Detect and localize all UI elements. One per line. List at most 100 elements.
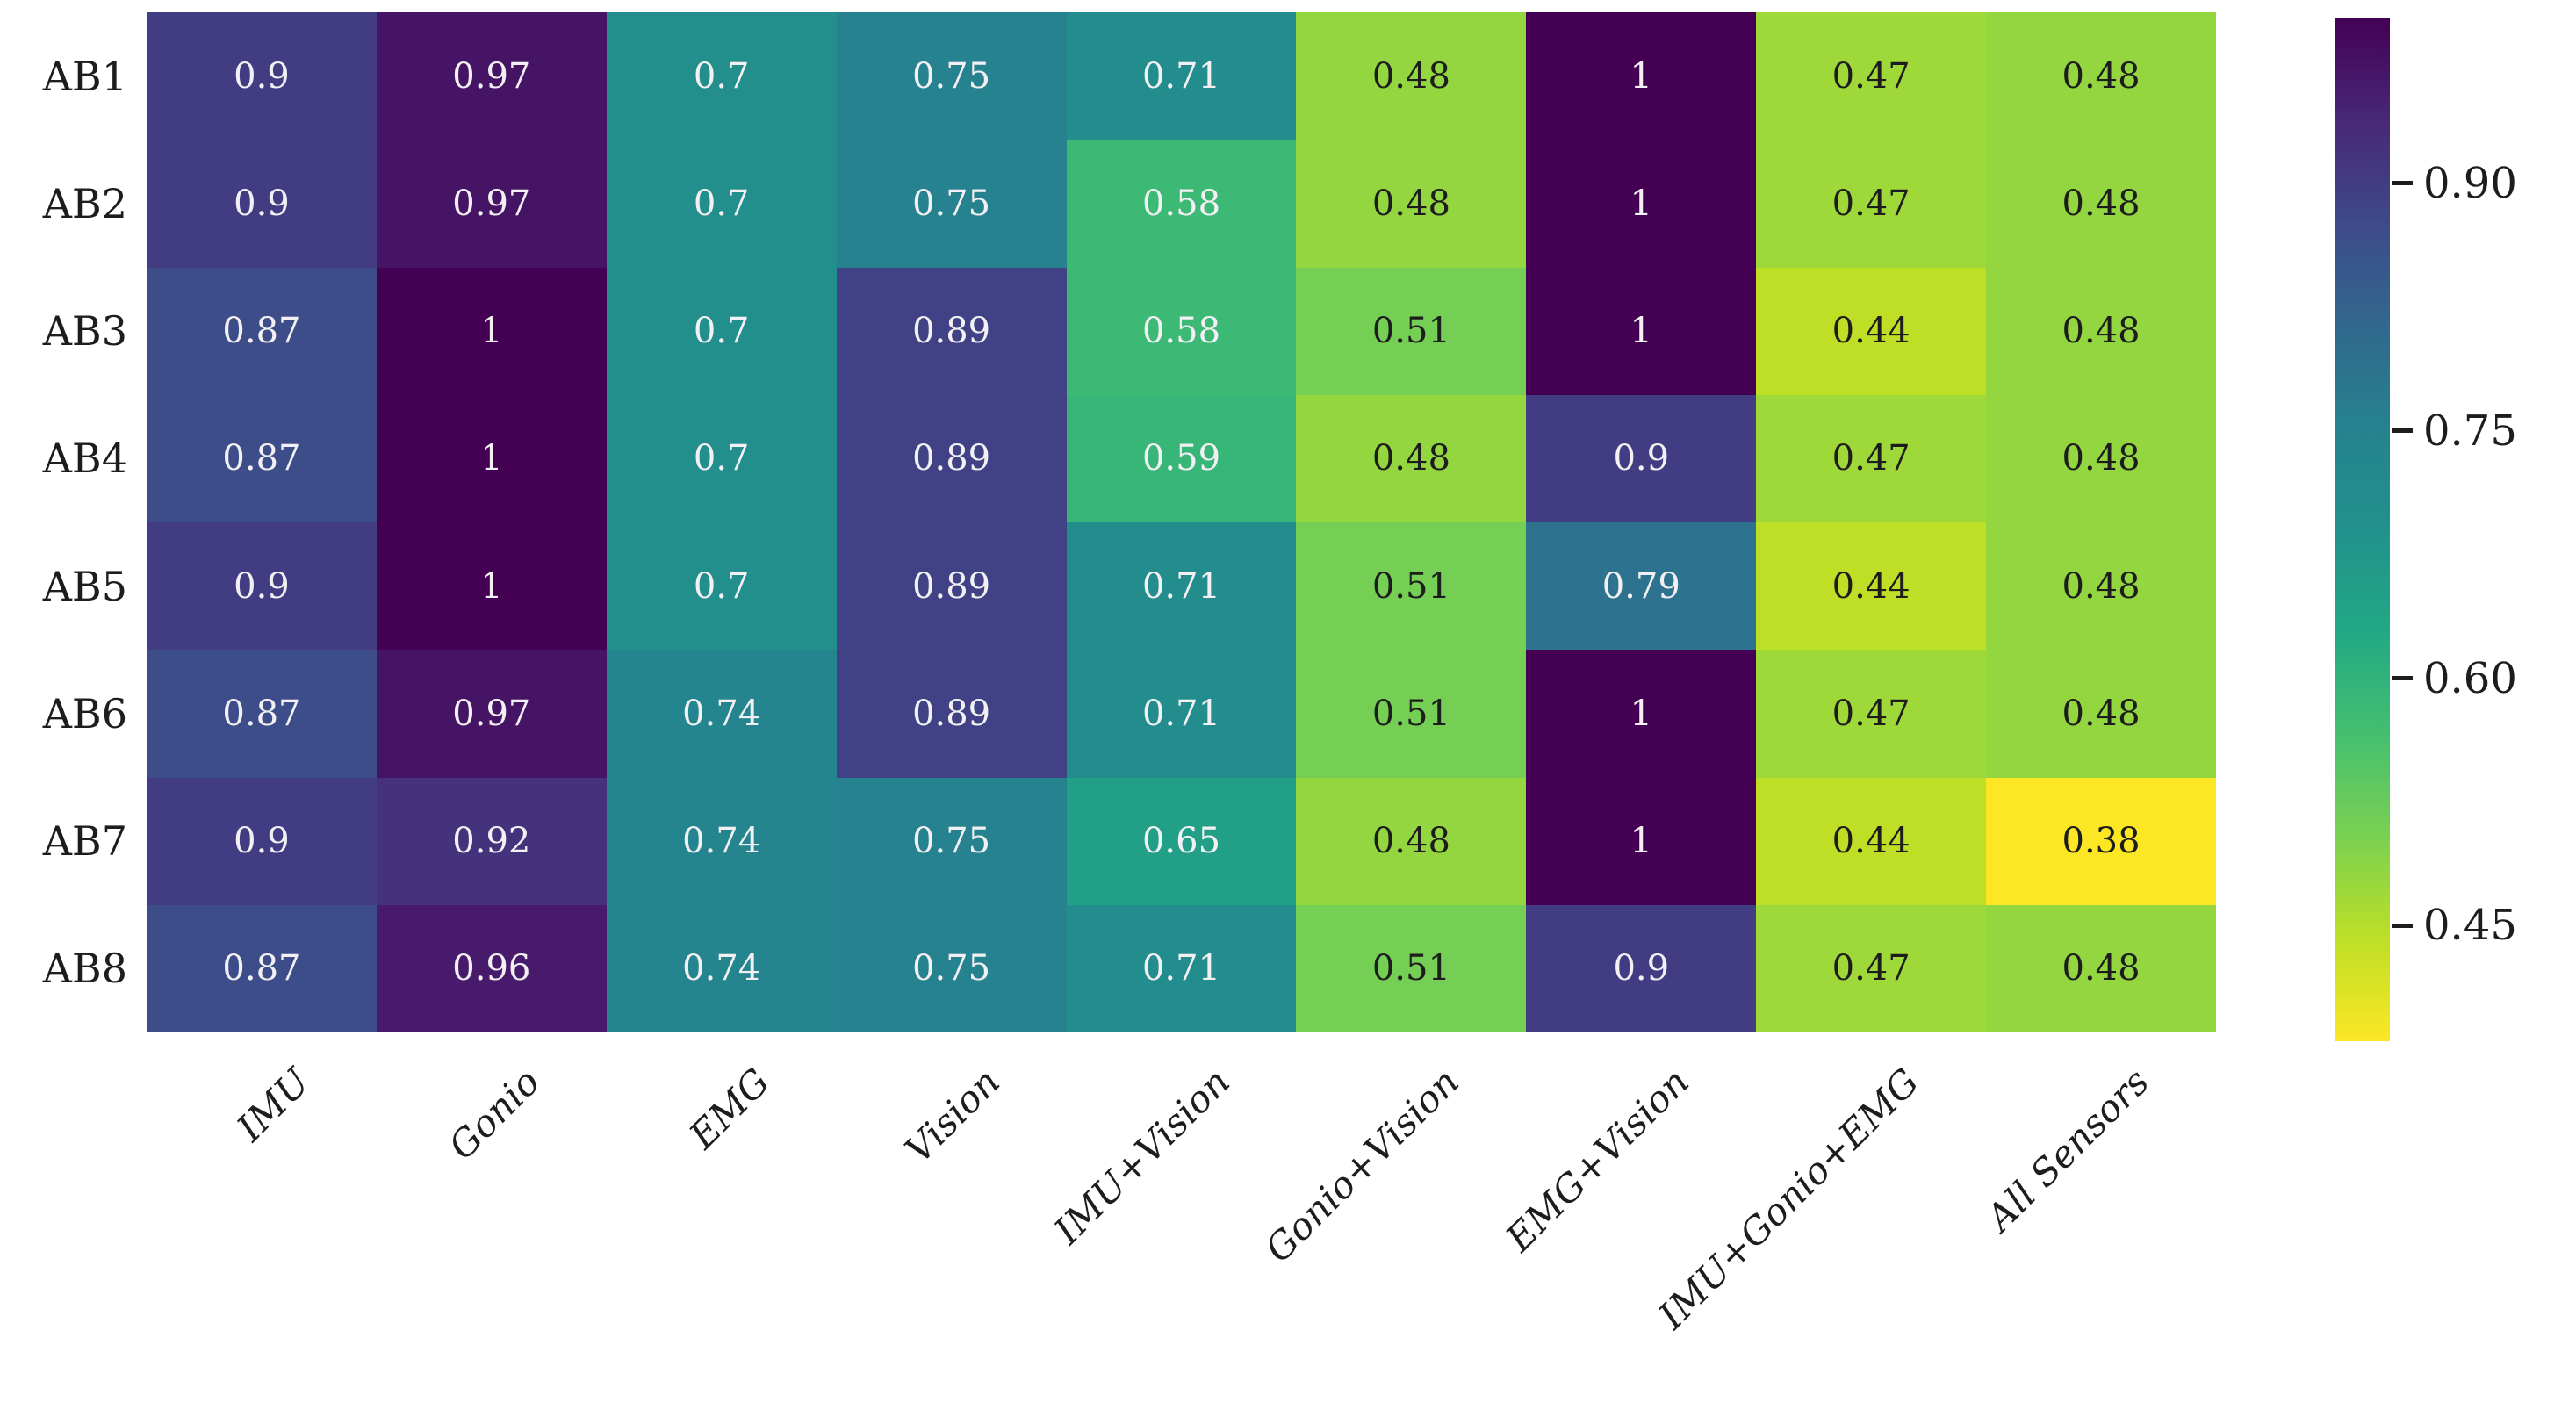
heatmap-cell-AB3-Vision: 0.89 [836, 267, 1067, 395]
cell-value: 0.44 [1831, 565, 1910, 607]
cell-value: 0.7 [693, 438, 750, 479]
heatmap-cell-AB3-All Sensors: 0.48 [1986, 267, 2216, 395]
heatmap-cell-AB1-All Sensors: 0.48 [1986, 12, 2216, 140]
heatmap-cell-AB8-IMU+Vision: 0.71 [1066, 904, 1297, 1032]
y-tick-label-AB5: AB5 [42, 562, 127, 610]
cell-value: 0.97 [452, 55, 531, 97]
heatmap-cell-AB8-Gonio+Vision: 0.51 [1296, 904, 1527, 1032]
cell-value: 0.51 [1371, 693, 1450, 734]
cell-value: 0.48 [2062, 311, 2141, 352]
cell-value: 0.51 [1371, 311, 1450, 352]
y-tick-label-AB7: AB7 [42, 817, 127, 866]
heatmap-cell-AB7-All Sensors: 0.38 [1986, 777, 2216, 905]
cell-value: 0.87 [222, 311, 301, 352]
cell-value: 0.9 [234, 565, 290, 607]
cell-value: 1 [480, 438, 503, 479]
heatmap-cell-AB1-Vision: 0.75 [836, 12, 1067, 140]
cell-value: 0.74 [682, 821, 761, 862]
colorbar-tick-0.75: 0.75 [2392, 406, 2517, 456]
heatmap-cell-AB4-IMU+Gonio+EMG: 0.47 [1756, 394, 1987, 522]
cell-value: 0.71 [1141, 565, 1221, 607]
cell-value: 0.71 [1141, 693, 1221, 734]
cell-value: 0.59 [1141, 438, 1221, 479]
cell-value: 0.9 [234, 821, 290, 862]
heatmap-cell-AB6-EMG+Vision: 1 [1526, 650, 1757, 778]
cell-value: 0.48 [1371, 55, 1450, 97]
cell-value: 0.58 [1141, 183, 1221, 224]
heatmap-cell-AB6-IMU+Vision: 0.71 [1066, 650, 1297, 778]
colorbar-tick-0.90: 0.90 [2392, 158, 2517, 208]
colorbar-tick-mark [2392, 923, 2413, 928]
heatmap-cell-AB2-Gonio+Vision: 0.48 [1296, 140, 1527, 268]
cell-value: 0.9 [234, 183, 290, 224]
cell-value: 0.48 [2062, 948, 2141, 989]
heatmap-cell-AB1-IMU+Gonio+EMG: 0.47 [1756, 12, 1987, 140]
heatmap-cell-AB8-EMG: 0.74 [606, 904, 837, 1032]
cell-value: 0.97 [452, 183, 531, 224]
heatmap-cell-AB6-Vision: 0.89 [836, 650, 1067, 778]
colorbar-tick-value: 0.60 [2423, 653, 2517, 703]
heatmap-cell-AB4-EMG: 0.7 [606, 394, 837, 522]
heatmap-cell-AB4-EMG+Vision: 0.9 [1526, 394, 1757, 522]
heatmap-cell-AB5-IMU: 0.9 [147, 522, 377, 651]
y-tick-label-AB8: AB8 [42, 945, 127, 993]
heatmap-cell-AB3-IMU: 0.87 [147, 267, 377, 395]
heatmap-cell-AB2-EMG: 0.7 [606, 140, 837, 268]
cell-value: 0.7 [693, 311, 750, 352]
cell-value: 0.9 [1613, 438, 1670, 479]
cell-value: 0.89 [912, 693, 991, 734]
cell-value: 0.75 [912, 821, 991, 862]
cell-value: 0.51 [1371, 565, 1450, 607]
cell-value: 0.89 [912, 565, 991, 607]
cell-value: 0.75 [912, 55, 991, 97]
heatmap-cell-AB6-IMU+Gonio+EMG: 0.47 [1756, 650, 1987, 778]
heatmap-cell-AB3-EMG: 0.7 [606, 267, 837, 395]
y-tick-label-AB1: AB1 [42, 52, 127, 100]
heatmap-cell-AB4-IMU+Vision: 0.59 [1066, 394, 1297, 522]
cell-value: 0.47 [1831, 948, 1910, 989]
heatmap-cell-AB1-Gonio+Vision: 0.48 [1296, 12, 1527, 140]
heatmap-cell-AB5-IMU+Gonio+EMG: 0.44 [1756, 522, 1987, 651]
cell-value: 0.89 [912, 438, 991, 479]
cell-value: 1 [480, 565, 503, 607]
cell-value: 1 [1630, 311, 1652, 352]
cell-value: 1 [1630, 693, 1652, 734]
heatmap-cell-AB1-Gonio: 0.97 [376, 12, 607, 140]
cell-value: 0.48 [2062, 55, 2141, 97]
heatmap-cell-AB1-IMU+Vision: 0.71 [1066, 12, 1297, 140]
heatmap-cell-AB7-Gonio+Vision: 0.48 [1296, 777, 1527, 905]
cell-value: 0.58 [1141, 311, 1221, 352]
heatmap-cell-AB5-Gonio+Vision: 0.51 [1296, 522, 1527, 651]
heatmap-cell-AB8-All Sensors: 0.48 [1986, 904, 2216, 1032]
heatmap-cell-AB1-EMG: 0.7 [606, 12, 837, 140]
heatmap-cell-AB4-Vision: 0.89 [836, 394, 1067, 522]
cell-value: 0.71 [1141, 948, 1221, 989]
y-tick-label-AB4: AB4 [42, 435, 127, 483]
cell-value: 0.38 [2062, 821, 2141, 862]
heatmap-cell-AB4-IMU: 0.87 [147, 394, 377, 522]
heatmap-cell-AB6-EMG: 0.74 [606, 650, 837, 778]
heatmap-cell-AB6-Gonio+Vision: 0.51 [1296, 650, 1527, 778]
cell-value: 0.9 [234, 55, 290, 97]
heatmap-cell-AB3-Gonio+Vision: 0.51 [1296, 267, 1527, 395]
heatmap-cell-AB5-EMG+Vision: 0.79 [1526, 522, 1757, 651]
heatmap-cell-AB6-IMU: 0.87 [147, 650, 377, 778]
cell-value: 0.87 [222, 438, 301, 479]
heatmap-cell-AB4-Gonio: 1 [376, 394, 607, 522]
cell-value: 1 [480, 311, 503, 352]
cell-value: 0.89 [912, 311, 991, 352]
heatmap-cell-AB3-IMU+Vision: 0.58 [1066, 267, 1297, 395]
cell-value: 0.7 [693, 55, 750, 97]
y-tick-label-AB3: AB3 [42, 307, 127, 356]
heatmap-cell-AB2-EMG+Vision: 1 [1526, 140, 1757, 268]
colorbar-tick-value: 0.90 [2423, 158, 2517, 208]
heatmap-cell-AB7-EMG: 0.74 [606, 777, 837, 905]
heatmap-cell-AB7-IMU+Vision: 0.65 [1066, 777, 1297, 905]
heatmap-cell-AB5-IMU+Vision: 0.71 [1066, 522, 1297, 651]
heatmap-cell-AB4-Gonio+Vision: 0.48 [1296, 394, 1527, 522]
heatmap-cell-AB5-Vision: 0.89 [836, 522, 1067, 651]
cell-value: 1 [1630, 821, 1652, 862]
heatmap-cell-AB2-IMU: 0.9 [147, 140, 377, 268]
heatmap-cell-AB2-All Sensors: 0.48 [1986, 140, 2216, 268]
y-tick-label-AB2: AB2 [42, 179, 127, 227]
